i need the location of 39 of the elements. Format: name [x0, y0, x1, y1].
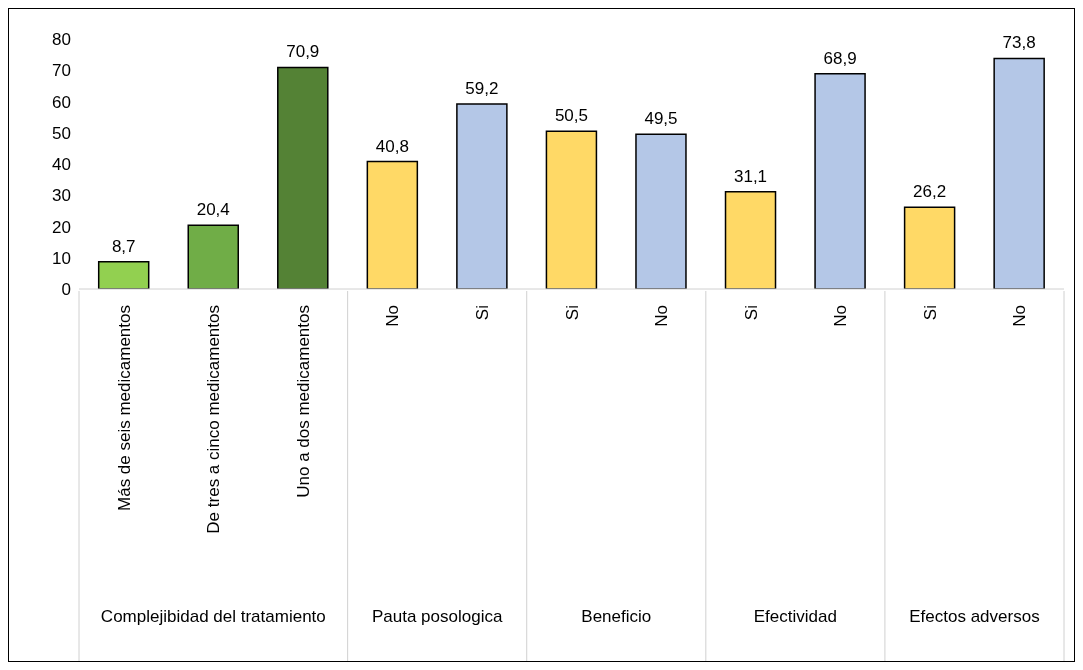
y-tick-label: 50 — [52, 123, 71, 143]
data-label: 26,2 — [913, 182, 947, 202]
data-label: 40,8 — [375, 136, 409, 156]
x-tick-label: No — [831, 305, 851, 327]
text: Beneficio — [581, 607, 652, 626]
bar — [97, 261, 150, 289]
y-tick-label: 10 — [52, 248, 71, 268]
text: Pauta posologica — [371, 607, 503, 626]
x-tick-label: Más de seis medicamentos — [114, 305, 134, 511]
bar — [187, 224, 239, 289]
data-label: 50,5 — [554, 106, 588, 126]
x-tick-label: Si — [472, 305, 492, 321]
text: Efectos adversos — [909, 607, 1040, 626]
x-tick-label: De tres a cinco medicamentos — [204, 305, 224, 534]
x-tick-label: Si — [741, 305, 761, 321]
text: Complejibidad del tratamiento — [100, 607, 326, 626]
x-tick-label: No — [1010, 305, 1030, 327]
y-tick-label: 60 — [52, 92, 71, 112]
data-label: 8,7 — [111, 236, 136, 256]
y-tick-label: 20 — [52, 217, 71, 237]
data-label: 59,2 — [465, 79, 499, 98]
y-tick-label: 40 — [52, 155, 71, 175]
x-tick-label: Si — [562, 305, 582, 321]
x-tick-label: Si — [920, 305, 940, 321]
bar — [277, 66, 329, 289]
x-tick-label: No — [652, 305, 672, 327]
y-tick-label: 30 — [52, 186, 71, 206]
data-label: 49,5 — [644, 109, 678, 129]
y-tick-label: 70 — [52, 61, 71, 81]
y-tick-label: 0 — [61, 280, 71, 300]
x-tick-label: Uno a dos medicamentos — [293, 305, 313, 498]
data-label: 73,8 — [1002, 33, 1036, 53]
data-label: 70,9 — [286, 42, 320, 62]
data-label: 31,1 — [733, 166, 768, 186]
y-tick-label: 80 — [52, 30, 71, 50]
data-label: 68,9 — [823, 48, 857, 68]
x-tick-label: No — [383, 305, 403, 327]
data-label: 20,4 — [196, 200, 230, 220]
text: Efectividad — [753, 607, 837, 626]
